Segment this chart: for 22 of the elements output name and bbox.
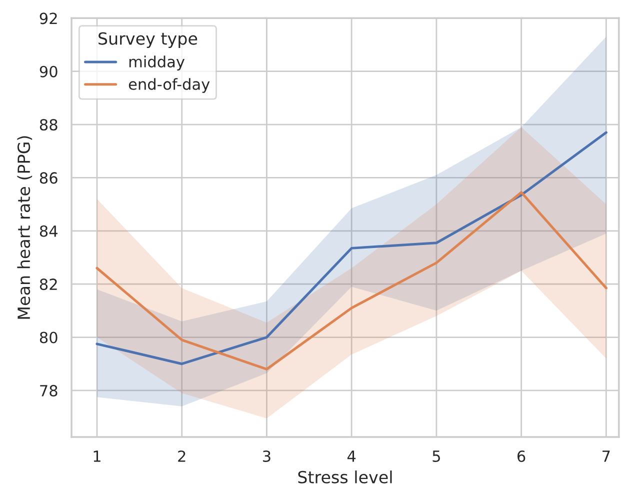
line-series bbox=[96, 131, 608, 366]
x-tick-label: 4 bbox=[347, 450, 356, 462]
legend-label: end-of-day bbox=[128, 78, 210, 93]
x-tick-label: 3 bbox=[263, 450, 270, 462]
x-tick-label: 6 bbox=[518, 450, 526, 462]
y-tick-label: 86 bbox=[40, 172, 58, 184]
y-tick-label: 78 bbox=[40, 384, 58, 396]
y-tick-label: 92 bbox=[40, 12, 57, 24]
y-tick-label: 82 bbox=[40, 278, 57, 290]
y-axis-title: Mean heart rate (PPG) bbox=[17, 136, 32, 319]
legend-title: Survey type bbox=[98, 32, 198, 48]
x-axis-title: Stress level bbox=[298, 470, 392, 484]
y-tick-label: 80 bbox=[40, 332, 58, 344]
y-tick-label: 84 bbox=[40, 225, 58, 237]
y-tick-label: 88 bbox=[40, 119, 58, 131]
legend-label: midday bbox=[129, 56, 185, 70]
x-tick-label: 7 bbox=[602, 450, 610, 462]
x-tick-label: 5 bbox=[432, 450, 440, 462]
y-tick-label: 90 bbox=[40, 66, 58, 78]
line-series bbox=[96, 191, 608, 370]
x-tick-label: 1 bbox=[94, 450, 100, 462]
x-tick-label: 2 bbox=[178, 450, 186, 462]
